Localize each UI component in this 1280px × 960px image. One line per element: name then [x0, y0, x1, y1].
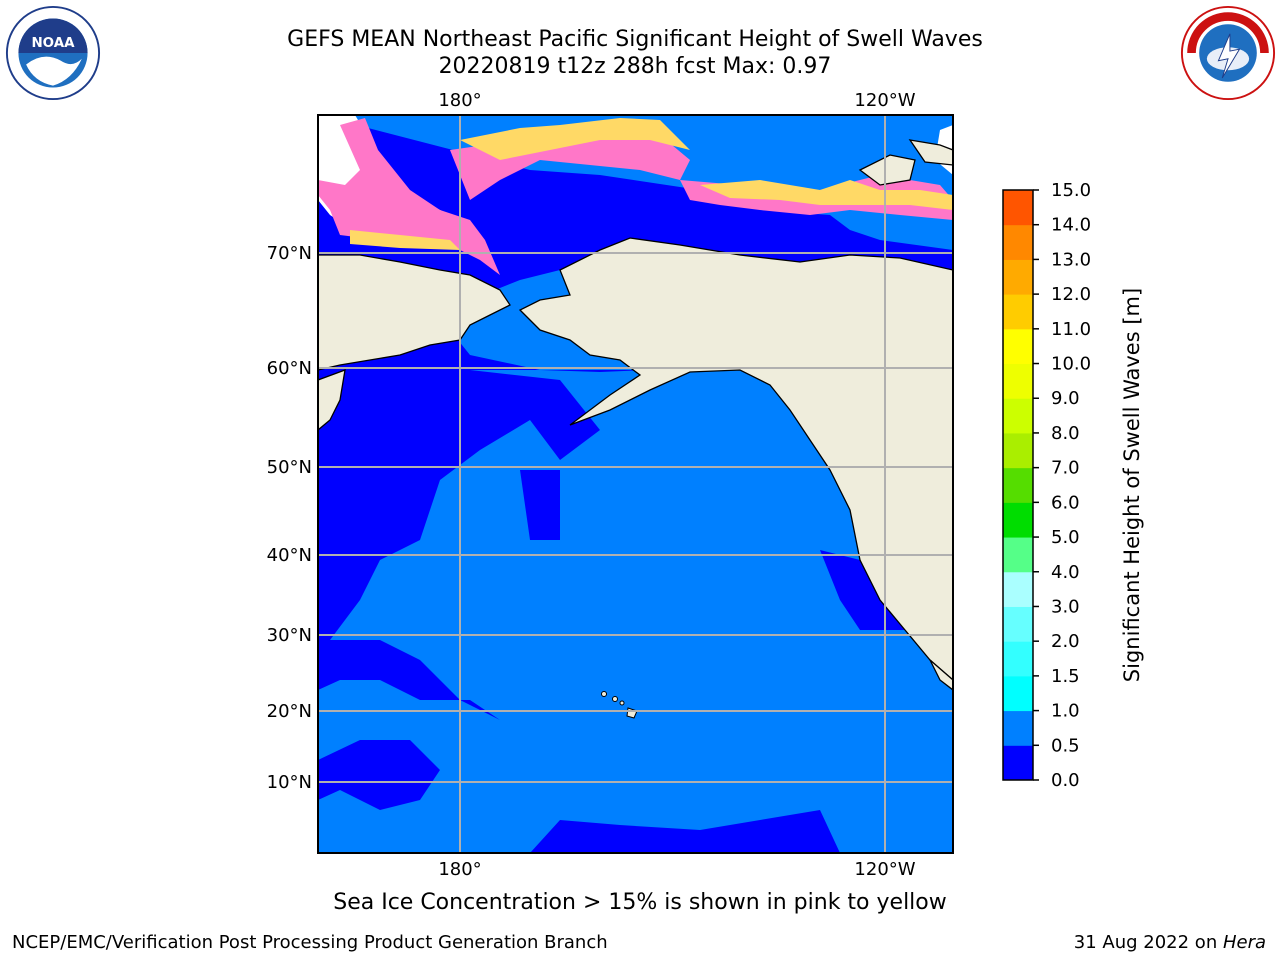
colorbar-segment — [1003, 328, 1033, 365]
footer-date-text: 31 Aug 2022 on — [1073, 932, 1223, 953]
chart-subtitle: 20220819 t12z 288h fcst Max: 0.97 — [438, 54, 832, 79]
colorbar-tick-label: 13.0 — [1051, 249, 1091, 270]
colorbar-tick-label: 3.0 — [1051, 596, 1080, 617]
colorbar-tick-label: 0.5 — [1051, 735, 1080, 756]
colorbar-tick-label: 5.0 — [1051, 527, 1080, 548]
colorbar-tick-label: 10.0 — [1051, 354, 1091, 375]
colorbar-segment — [1003, 710, 1033, 746]
ice-yellow-regions — [350, 118, 953, 250]
map-plot-area — [318, 115, 953, 853]
map-frame — [317, 114, 954, 854]
colorbar-frame — [1002, 189, 1034, 781]
colorbar-tick-label: 7.0 — [1051, 458, 1080, 479]
colorbar — [1002, 189, 1034, 781]
colorbar-segment — [1003, 606, 1033, 642]
colorbar-tick-label: 6.0 — [1051, 492, 1080, 513]
lat-label-40n: 40°N — [267, 545, 312, 566]
sea-ice-caption: Sea Ice Concentration > 15% is shown in … — [333, 890, 947, 915]
lat-label-70n: 70°N — [267, 243, 312, 264]
footer-date: 31 Aug 2022 on Hera — [1074, 932, 1266, 953]
colorbar-segment — [1003, 675, 1033, 712]
lon-label-bottom-120w: 120°W — [854, 859, 915, 880]
colorbar-tick-label: 4.0 — [1051, 562, 1080, 583]
colorbar-tick-label: 1.5 — [1051, 666, 1080, 687]
colorbar-segment — [1003, 432, 1033, 469]
land-masses — [318, 139, 953, 691]
colorbar-ticks: 15.0 14.0 13.0 12.0 11.0 10.0 9.0 8.0 7.0 6.0 5.0 4… — [1033, 180, 1091, 791]
colorbar-tick-label: 14.0 — [1051, 215, 1091, 236]
nws-logo — [1180, 5, 1276, 101]
colorbar-segment — [1003, 641, 1033, 677]
noaa-logo: NOAA — [5, 5, 101, 101]
lat-label-30n: 30°N — [267, 625, 312, 646]
lat-label-20n: 20°N — [267, 701, 312, 722]
colorbar-tick-label: 15.0 — [1051, 180, 1091, 201]
colorbar-segment — [1003, 190, 1033, 226]
colorbar-segment — [1003, 745, 1033, 781]
noaa-logo-text: NOAA — [31, 36, 75, 51]
colorbar-label-box: Significant Height of Swell Waves [m] — [1102, 190, 1162, 780]
colorbar-tick-label: 11.0 — [1051, 319, 1091, 340]
colorbar-tick-label: 1.0 — [1051, 701, 1080, 722]
colorbar-segment — [1003, 467, 1033, 503]
colorbar-tick-label: 8.0 — [1051, 423, 1080, 444]
lon-label-top-120w: 120°W — [854, 90, 915, 111]
colorbar-segment — [1003, 571, 1033, 607]
colorbar-tick-label: 0.0 — [1051, 770, 1080, 791]
colorbar-segment — [1003, 363, 1033, 399]
colorbar-segment — [1003, 259, 1033, 295]
colorbar-segment — [1003, 398, 1033, 434]
footer-host: Hera — [1222, 932, 1266, 953]
lon-label-bottom-180: 180° — [438, 859, 481, 880]
lon-label-top-180: 180° — [438, 90, 481, 111]
graticule — [318, 115, 953, 853]
footer-credit: NCEP/EMC/Verification Post Processing Pr… — [12, 932, 608, 953]
chart-title: GEFS MEAN Northeast Pacific Significant … — [287, 27, 983, 52]
colorbar-label: Significant Height of Swell Waves [m] — [1120, 287, 1144, 683]
lat-label-60n: 60°N — [267, 358, 312, 379]
lat-label-50n: 50°N — [267, 457, 312, 478]
colorbar-tick-label: 12.0 — [1051, 284, 1091, 305]
colorbar-tick-label: 2.0 — [1051, 631, 1080, 652]
colorbar-segment — [1003, 502, 1033, 538]
lat-label-10n: 10°N — [267, 772, 312, 793]
colorbar-segment — [1003, 294, 1033, 330]
colorbar-segment — [1003, 537, 1033, 573]
colorbar-tick-label: 9.0 — [1051, 388, 1080, 409]
colorbar-segment — [1003, 224, 1033, 260]
